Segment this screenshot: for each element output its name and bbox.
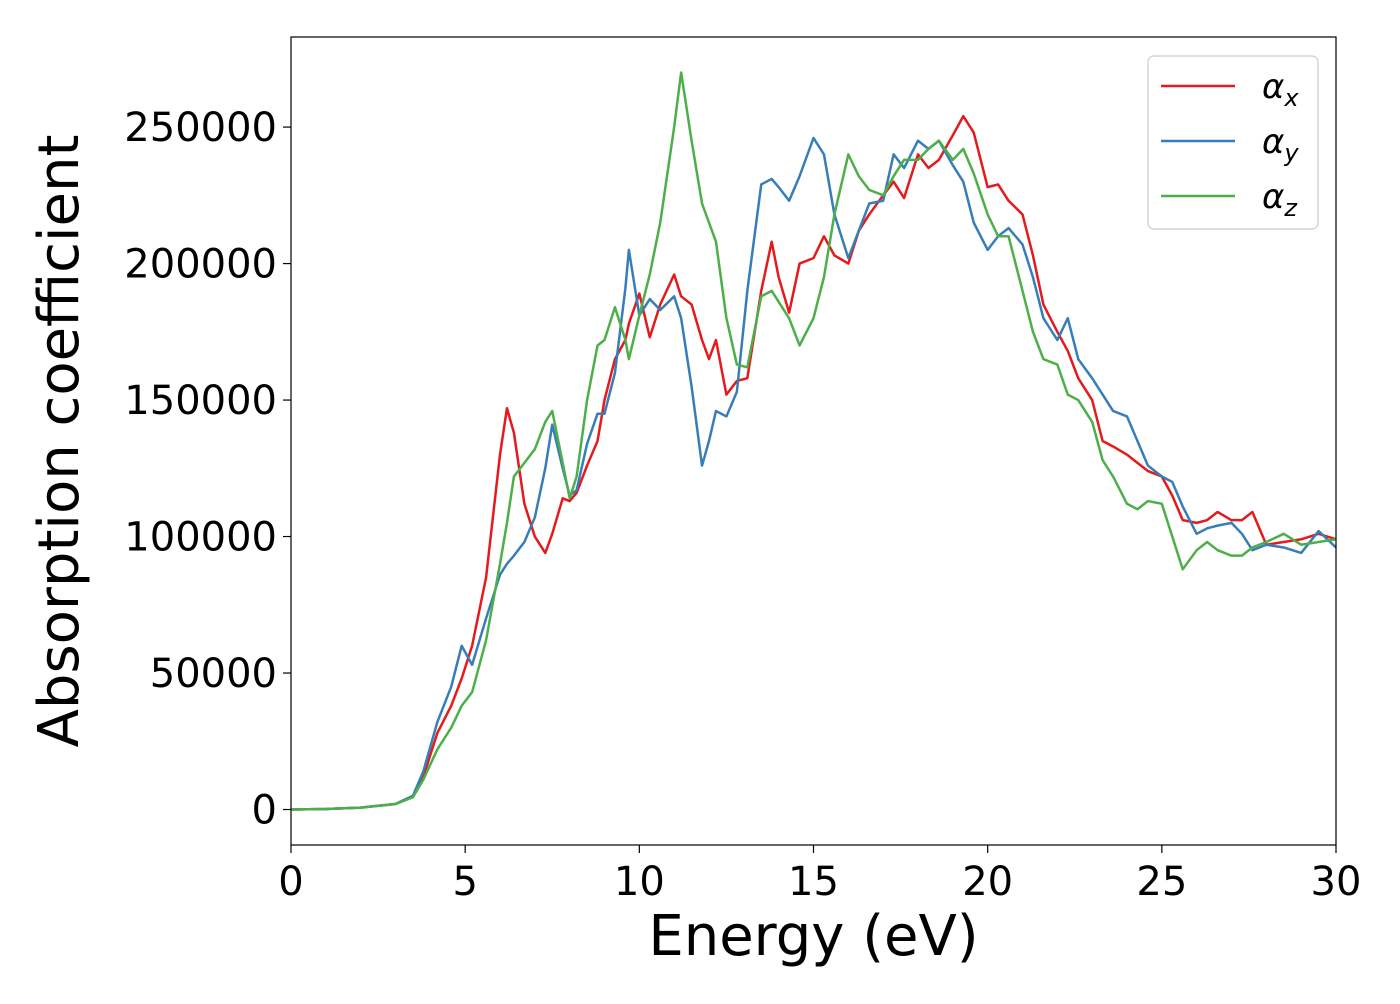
legend-label-subscript: y — [1283, 139, 1299, 167]
legend-label-base: α — [1262, 177, 1284, 217]
series-line-x — [291, 114, 1336, 811]
y-tick-label: 100000 — [124, 515, 277, 561]
x-tick-label: 15 — [788, 859, 839, 905]
y-tick-label: 0 — [252, 788, 277, 834]
y-tick-label: 250000 — [124, 105, 277, 151]
x-axis-title: Energy (eV) — [648, 904, 978, 969]
legend-box — [1147, 55, 1319, 230]
x-tick-label: 5 — [452, 859, 477, 905]
legend-label-base: α — [1262, 122, 1284, 162]
legend-label-base: α — [1262, 67, 1284, 107]
legend-label-z: αz — [1262, 177, 1298, 222]
legend-label-x: αx — [1262, 67, 1299, 112]
x-tick-label: 25 — [1136, 859, 1187, 905]
plot-area — [291, 71, 1336, 811]
y-tick-label: 200000 — [124, 242, 277, 288]
legend-label-y: αy — [1262, 122, 1299, 167]
legend-label-subscript: z — [1283, 194, 1298, 222]
series-line-y — [291, 136, 1336, 811]
x-tick-label: 0 — [278, 859, 303, 905]
y-tick-label: 50000 — [150, 651, 277, 697]
axes: 0 5 10 15 20 25 30 0 50000 100000 150000 200000 2500… — [124, 36, 1362, 905]
y-axis-title: Absorption coefficient — [27, 135, 92, 748]
series-line-z — [291, 71, 1336, 811]
y-tick-label: 150000 — [124, 378, 277, 424]
x-tick-label: 30 — [1311, 859, 1362, 905]
x-tick-label: 10 — [614, 859, 665, 905]
x-tick-label: 20 — [962, 859, 1013, 905]
legend-label-subscript: x — [1283, 84, 1299, 112]
